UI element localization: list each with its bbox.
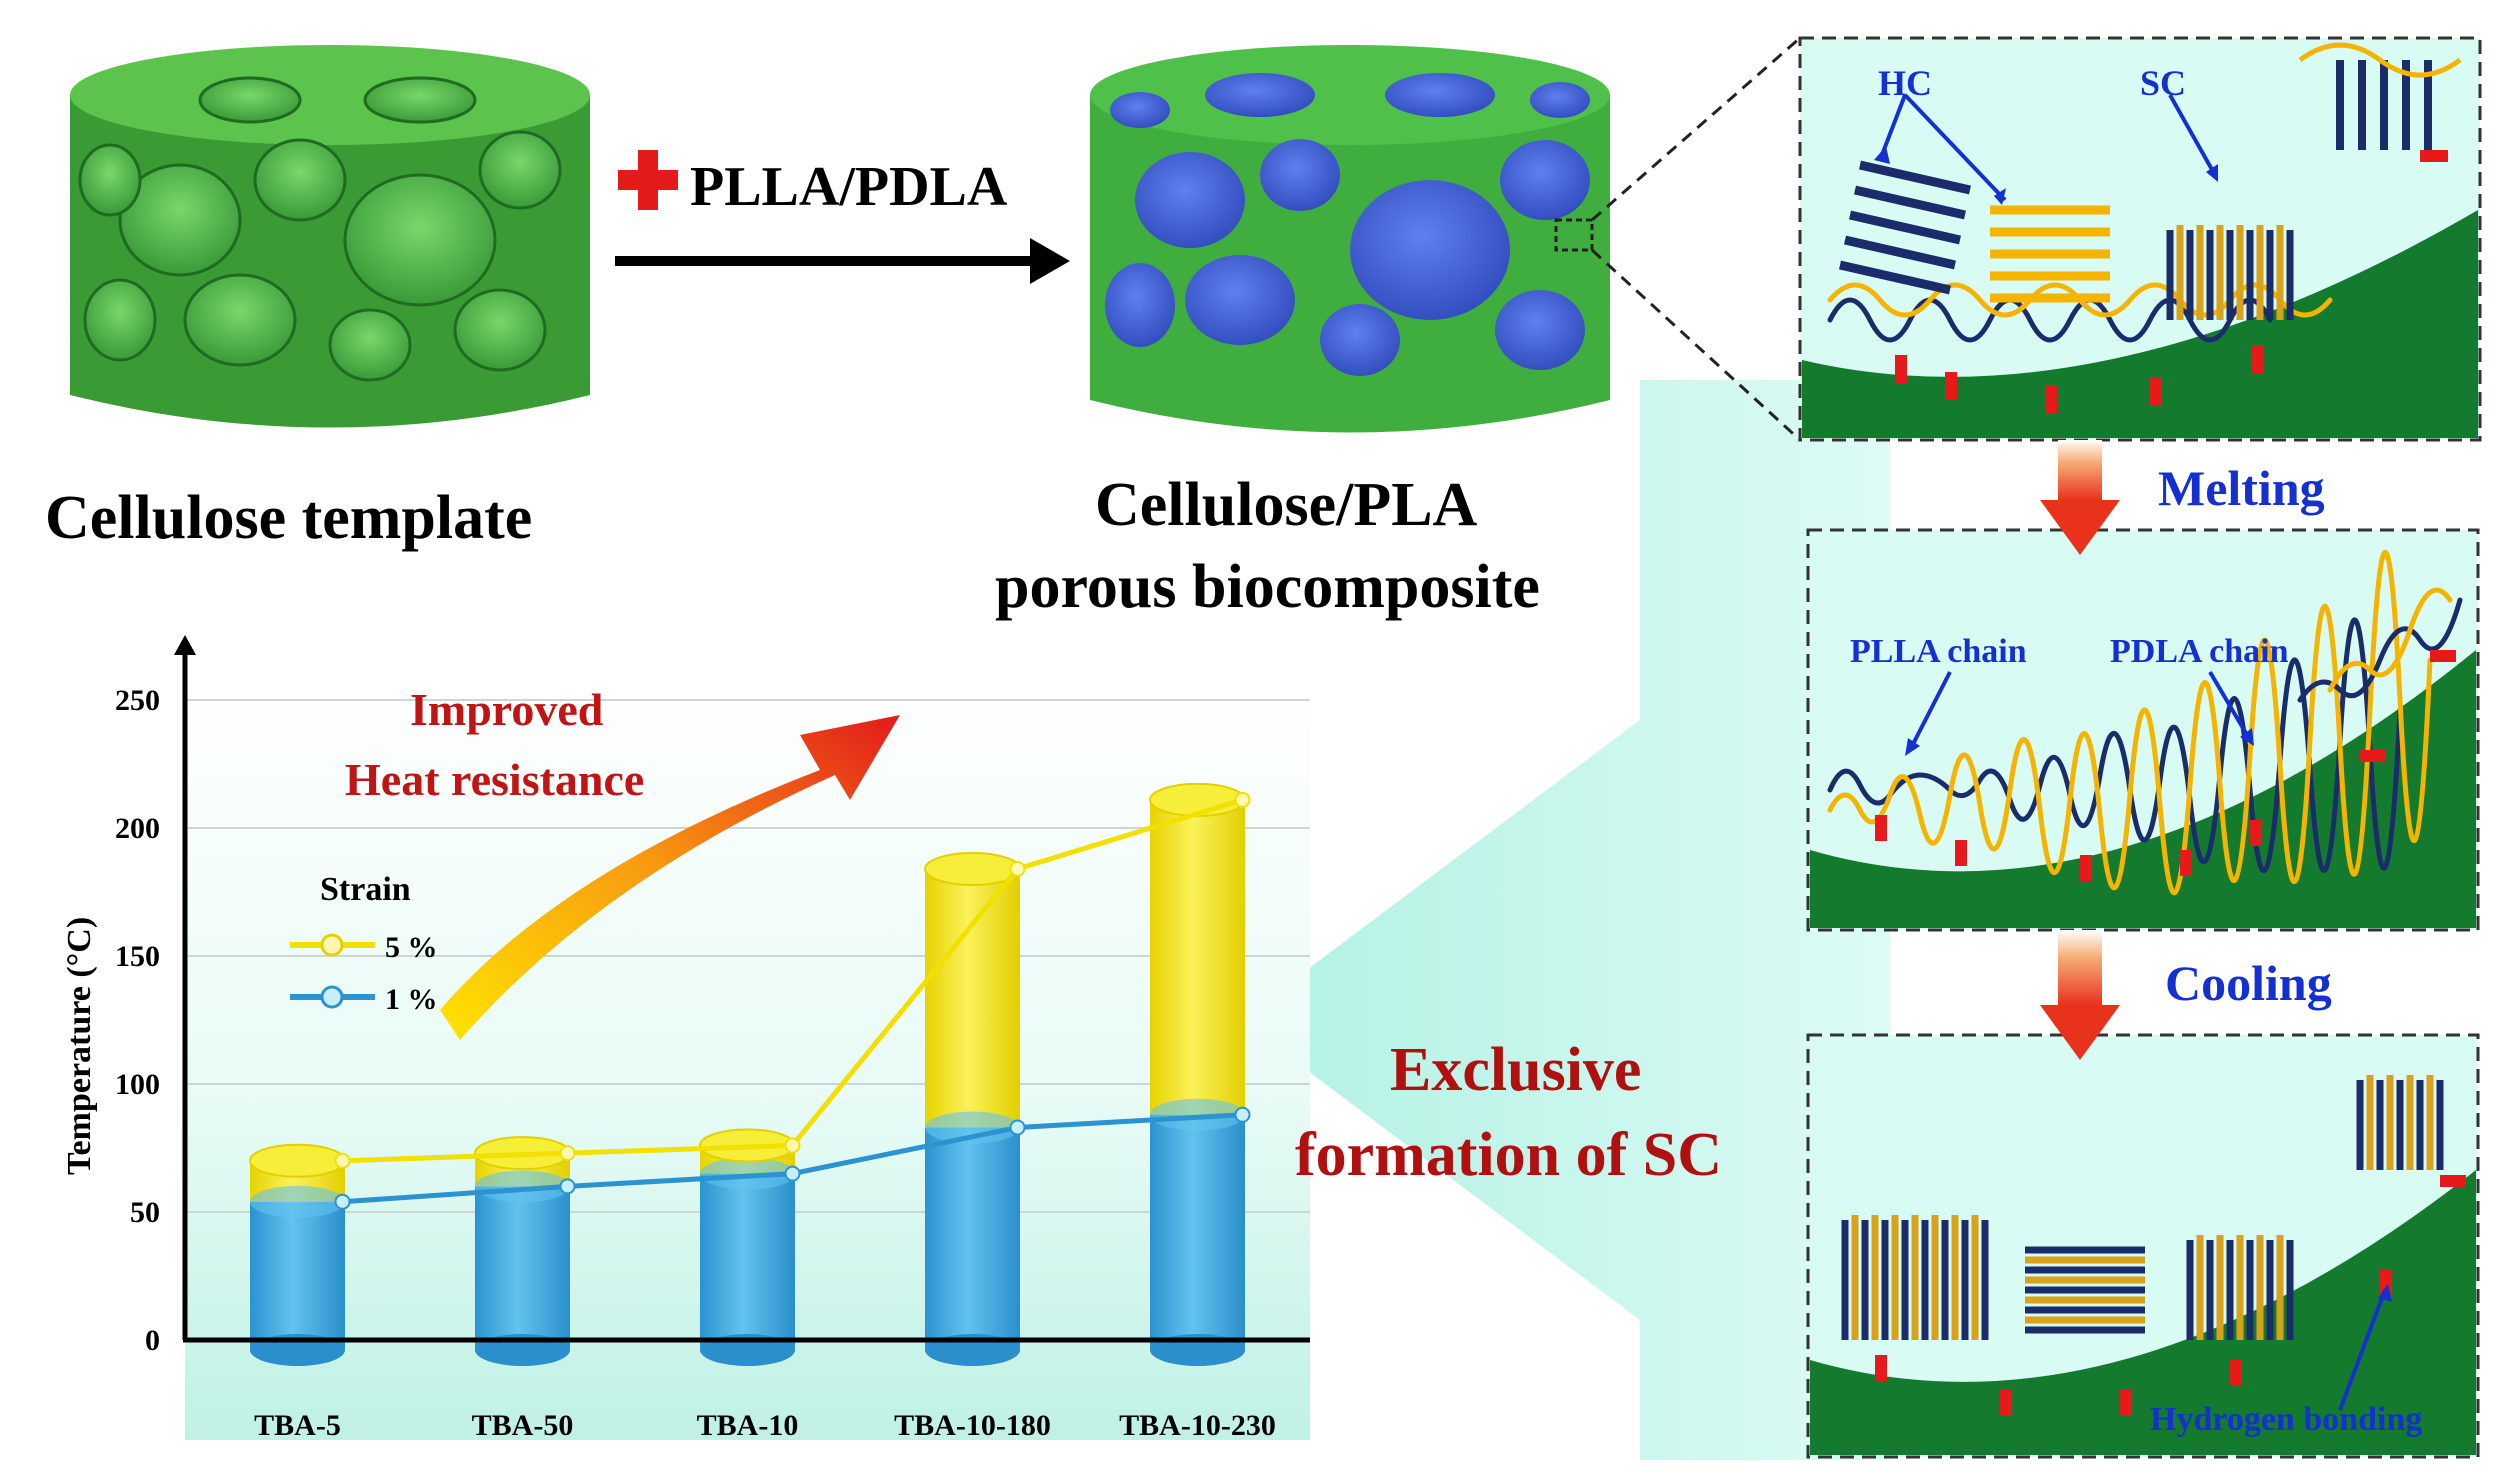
mechanism-panel-middle	[1806, 528, 2480, 932]
series-point	[1009, 1119, 1026, 1136]
cellulose-template-cylinder	[70, 45, 590, 428]
teal-arrow-shape	[1240, 380, 1890, 1460]
legend-marker-1pct	[290, 985, 375, 1009]
bar-cap	[1149, 782, 1246, 817]
bar-join	[925, 1111, 1020, 1144]
heat-resistance-arrow-icon	[440, 715, 900, 1040]
chart-gridlines	[185, 699, 1310, 1213]
bar-join	[250, 1185, 345, 1218]
right-arrow-icon	[615, 238, 1070, 284]
legend-marker-5pct	[290, 933, 375, 957]
series-point	[1234, 1106, 1251, 1123]
series-point	[784, 1165, 801, 1182]
bar-1pct	[1150, 1114, 1245, 1350]
mechanism-panel-top	[1798, 36, 2482, 442]
series-point	[1234, 791, 1251, 808]
chart-lines	[334, 791, 1251, 1210]
y-axis-arrow-icon	[174, 635, 196, 655]
bar-cap	[249, 1143, 346, 1178]
bar-join	[475, 1170, 570, 1203]
bar-5pct	[1150, 799, 1245, 1115]
plus-icon	[618, 150, 678, 210]
bar-join	[700, 1157, 795, 1190]
series-point	[559, 1178, 576, 1195]
chart-bars	[249, 782, 1246, 1366]
hc-crystal-navy	[1839, 160, 1971, 295]
sc-crystal	[2166, 225, 2294, 320]
bar-1pct	[925, 1127, 1020, 1350]
series-point	[334, 1152, 351, 1169]
bar-1pct	[700, 1173, 795, 1350]
bar-join	[1150, 1098, 1245, 1131]
hc-crystal-gold	[1990, 205, 2110, 303]
cooling-arrow-icon	[2040, 930, 2120, 1060]
cellulose-pla-cylinder	[1090, 45, 1610, 433]
bar-1pct	[250, 1201, 345, 1350]
mechanism-panel-bottom	[1806, 1033, 2480, 1459]
series-point	[1009, 860, 1026, 877]
bar-1pct	[475, 1186, 570, 1350]
series-point	[784, 1137, 801, 1154]
bar-5pct	[925, 868, 1020, 1128]
series-point	[559, 1145, 576, 1162]
sc-crystals-bottom	[1841, 1075, 2444, 1340]
series-point	[334, 1193, 351, 1210]
melting-arrow-icon	[2040, 440, 2120, 555]
